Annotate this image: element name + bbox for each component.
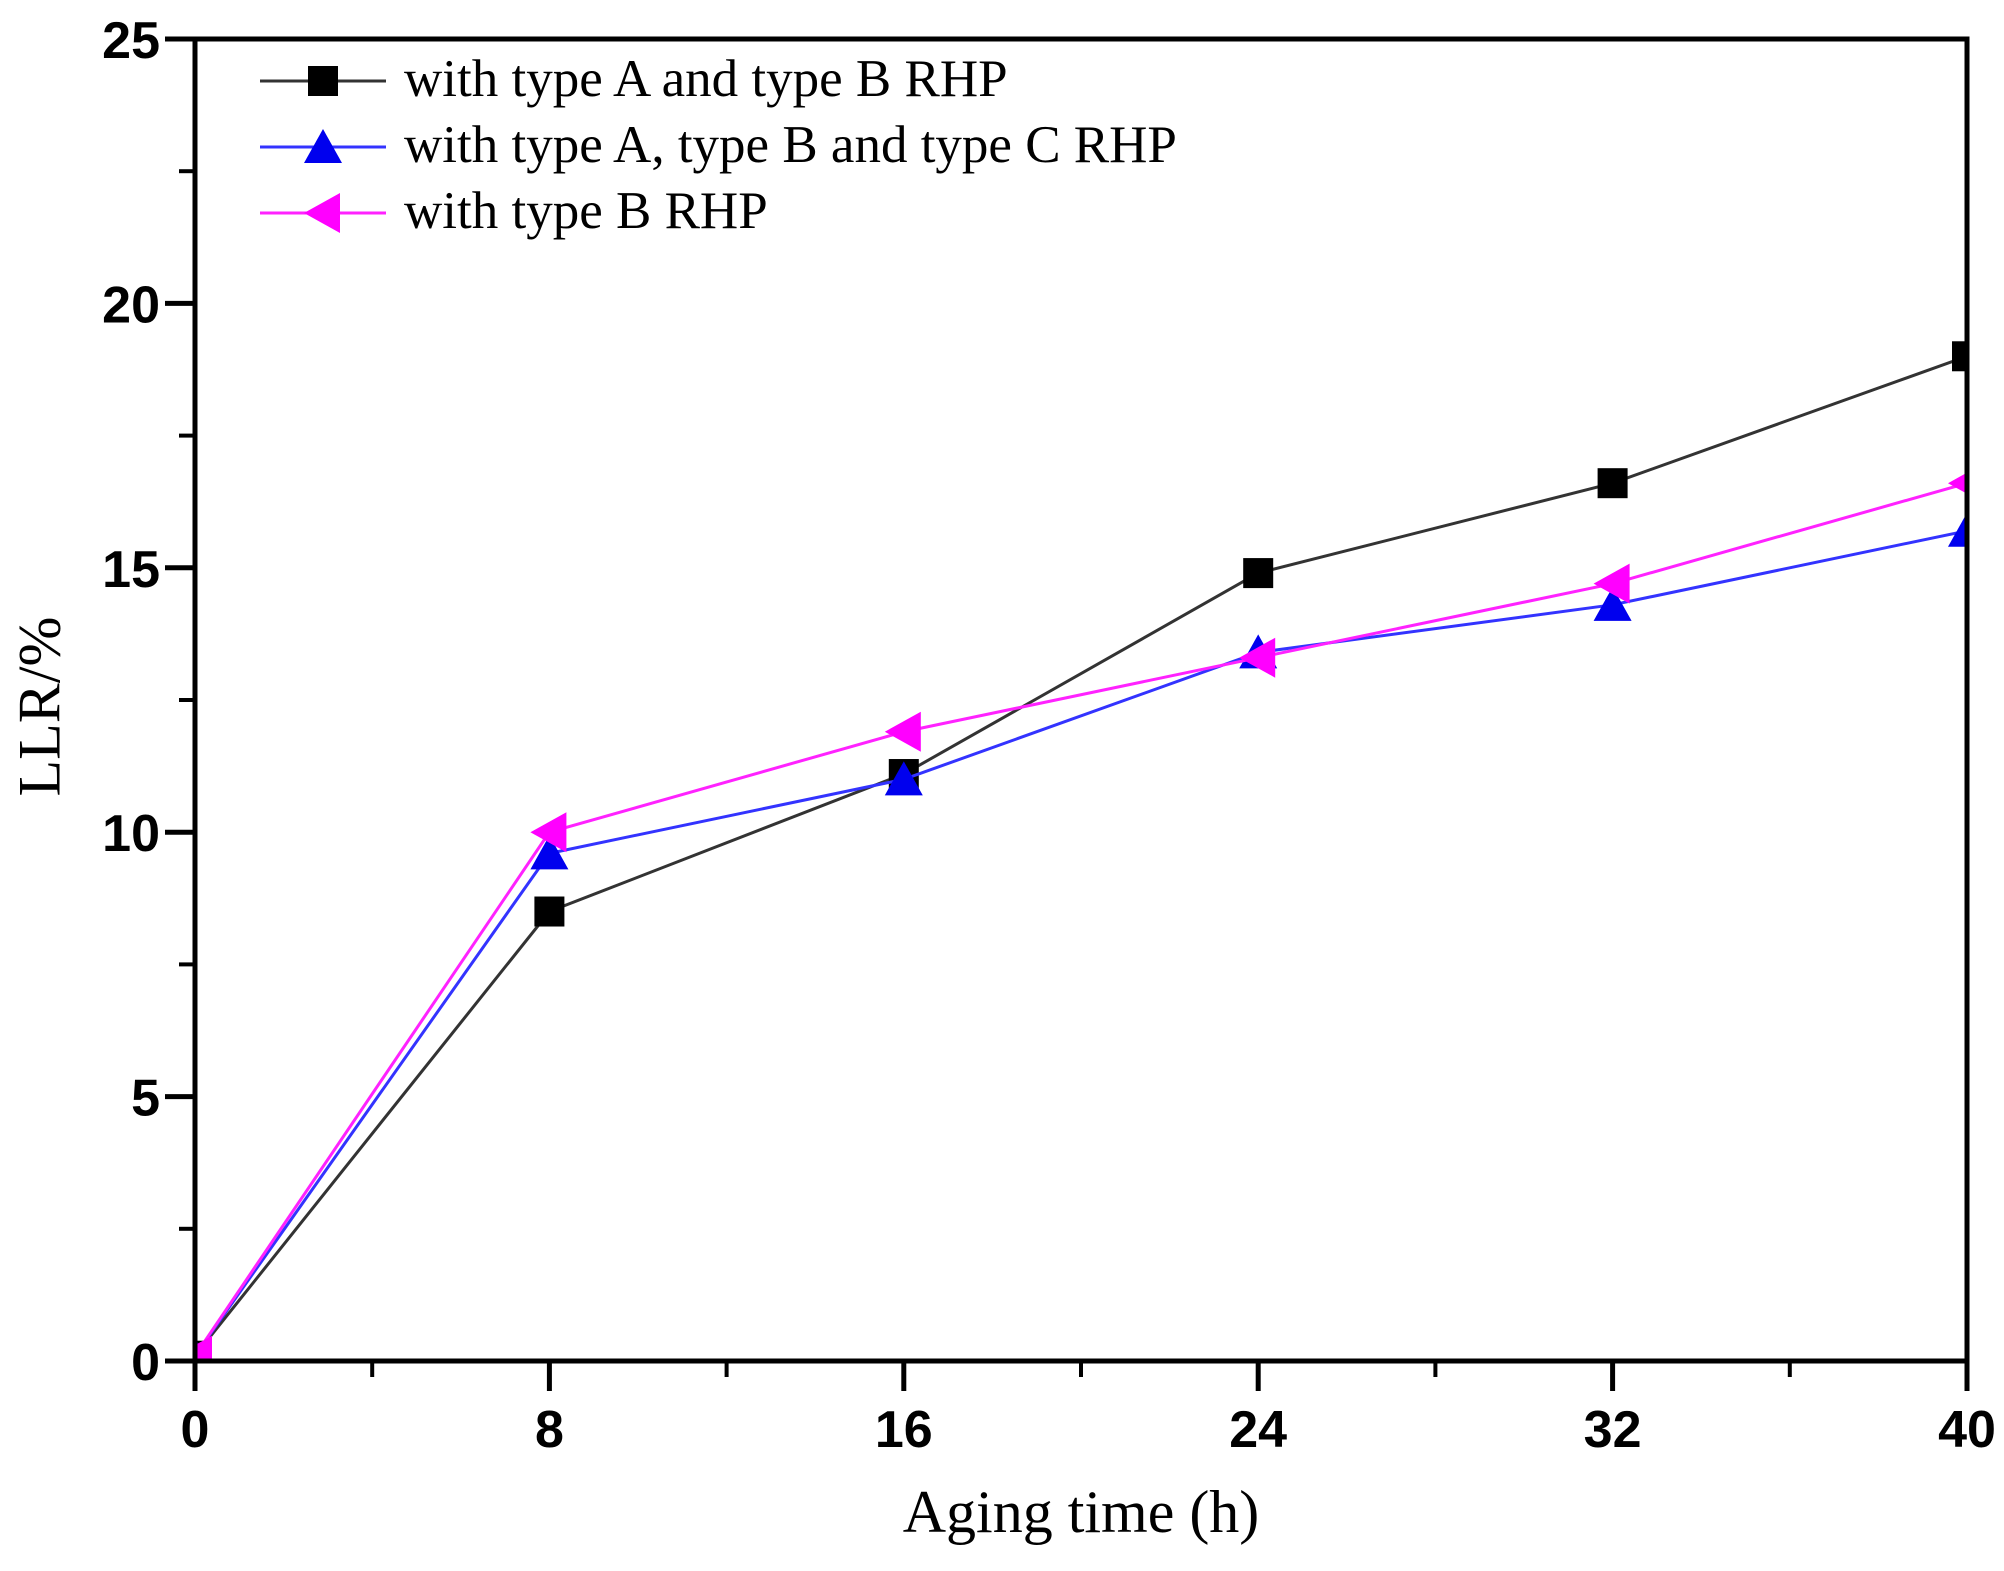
legend-marker-triangle-left-icon xyxy=(260,193,386,233)
x-tick-label: 40 xyxy=(1938,1401,1996,1459)
series-group xyxy=(195,341,1967,1361)
legend-marker xyxy=(304,129,342,163)
y-tick-label: 5 xyxy=(131,1070,160,1128)
legend-label: with type A and type B RHP xyxy=(404,49,1008,108)
legend-marker-square-icon xyxy=(260,66,386,96)
data-point-1-1 xyxy=(530,835,569,870)
data-point-2-1 xyxy=(530,812,567,853)
legend-label: with type A, type B and type C RHP xyxy=(404,115,1177,174)
x-tick-label: 0 xyxy=(181,1401,210,1459)
x-tick-label: 8 xyxy=(535,1401,564,1459)
data-point-0-5 xyxy=(1952,341,1967,372)
legend: with type A and type B RHP with type A, … xyxy=(258,48,1177,246)
data-point-1-4 xyxy=(1593,586,1632,621)
y-tick-label: 25 xyxy=(102,12,160,70)
x-tick-label: 24 xyxy=(1229,1401,1287,1459)
legend-item-type-a-b: with type A and type B RHP xyxy=(258,48,1177,114)
data-point-0-1 xyxy=(534,896,565,927)
series-line-2 xyxy=(195,481,1967,1357)
data-point-2-5 xyxy=(1948,472,1967,494)
x-tick-label: 32 xyxy=(1584,1401,1642,1459)
legend-marker-triangle-up-icon xyxy=(260,129,386,163)
legend-item-type-b: with type B RHP xyxy=(258,180,1177,246)
legend-marker xyxy=(304,193,340,233)
y-tick-label: 0 xyxy=(131,1334,160,1392)
data-point-1-5 xyxy=(1948,512,1967,547)
y-tick-label: 10 xyxy=(102,805,160,863)
x-tick-label: 16 xyxy=(875,1401,933,1459)
legend-item-type-a-b-c: with type A, type B and type C RHP xyxy=(258,114,1177,180)
data-point-0-3 xyxy=(1243,558,1274,589)
legend-label: with type B RHP xyxy=(404,181,768,240)
data-point-2-2 xyxy=(884,711,921,752)
data-point-1-2 xyxy=(884,761,923,796)
legend-marker xyxy=(308,66,338,96)
data-point-2-3 xyxy=(1239,637,1276,678)
x-axis-title: Aging time (h) xyxy=(902,1479,1260,1545)
y-tick-label: 15 xyxy=(102,541,160,599)
y-axis-title: LLR/% xyxy=(6,616,73,797)
series-line-1 xyxy=(195,529,1967,1357)
data-point-0-4 xyxy=(1597,468,1628,499)
ticks xyxy=(165,36,1970,1391)
data-point-2-4 xyxy=(1593,563,1630,604)
data-point-2-0 xyxy=(195,1335,212,1361)
y-tick-label: 20 xyxy=(102,276,160,334)
series-line-0 xyxy=(195,354,1967,1357)
